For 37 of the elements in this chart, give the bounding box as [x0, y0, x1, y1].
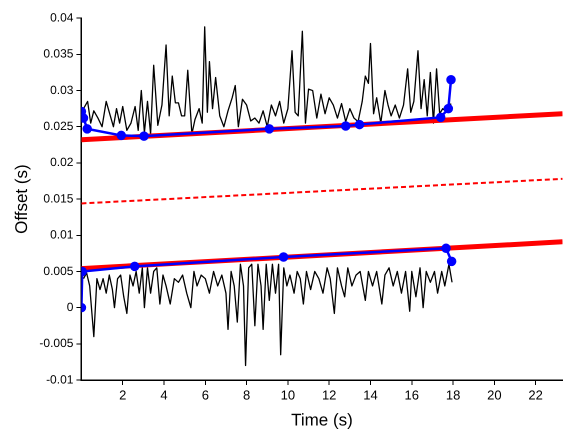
point [116, 130, 126, 140]
y-tick-label: 0.04 [50, 10, 74, 25]
y-tick-label: -0.01 [46, 372, 74, 386]
y-tick-label: 0.015 [43, 191, 74, 206]
x-tick-label: 6 [202, 387, 209, 402]
x-tick-label: 22 [528, 387, 543, 402]
y-tick-label: 0 [66, 300, 74, 314]
point [446, 256, 456, 266]
point [354, 120, 364, 130]
y-tick-label: 0.025 [43, 119, 74, 134]
y-tick-label: 0.005 [43, 264, 74, 278]
point [436, 112, 446, 122]
y-tick-label: 0.035 [43, 46, 74, 61]
x-tick-label: 18 [446, 387, 460, 402]
point [444, 104, 454, 114]
point [264, 124, 274, 134]
y-axis-title: Offset (s) [12, 164, 31, 234]
y-tick-label: -0.005 [39, 336, 74, 350]
point [139, 131, 149, 141]
point [130, 262, 140, 272]
x-tick-label: 14 [363, 387, 378, 402]
x-axis-title: Time (s) [291, 410, 353, 430]
point [446, 74, 456, 84]
y-tick-label: 0.03 [50, 82, 74, 97]
point [82, 124, 92, 134]
y-tick-label: 0.02 [50, 155, 74, 170]
x-tick-label: 12 [322, 387, 336, 402]
x-tick-label: 2 [119, 387, 126, 402]
x-tick-label: 20 [487, 387, 502, 402]
x-tick-label: 10 [280, 387, 296, 402]
x-tick-label: 4 [160, 387, 168, 402]
point [278, 252, 288, 262]
x-tick-label: 8 [242, 387, 250, 402]
y-tick-label: 0.01 [50, 228, 74, 242]
point [340, 121, 350, 131]
point [441, 244, 451, 254]
x-tick-label: 16 [404, 387, 420, 402]
